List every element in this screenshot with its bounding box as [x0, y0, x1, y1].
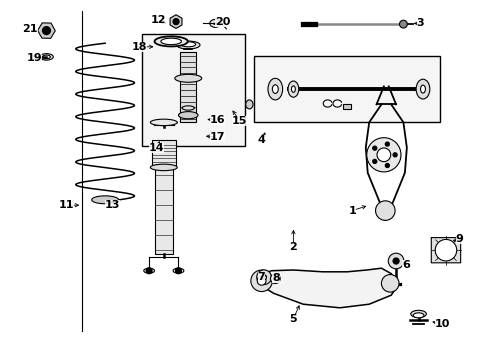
Text: 9: 9	[455, 234, 463, 244]
Text: 3: 3	[416, 18, 424, 28]
Circle shape	[385, 163, 388, 167]
Text: 21: 21	[22, 24, 38, 34]
Bar	[180, 52, 196, 122]
Bar	[254, 56, 439, 122]
Bar	[343, 104, 350, 109]
Ellipse shape	[42, 55, 50, 59]
Circle shape	[273, 277, 277, 280]
Text: 16: 16	[209, 114, 225, 125]
Ellipse shape	[291, 86, 295, 92]
Text: 19: 19	[26, 53, 42, 63]
Text: 1: 1	[347, 206, 355, 216]
Ellipse shape	[182, 106, 194, 110]
Ellipse shape	[176, 41, 200, 49]
Text: 2: 2	[289, 242, 297, 252]
Circle shape	[376, 148, 390, 162]
Text: 13: 13	[104, 200, 120, 210]
Text: 18: 18	[131, 42, 147, 52]
Ellipse shape	[175, 75, 202, 82]
Bar	[155, 166, 172, 254]
Circle shape	[387, 253, 403, 269]
Circle shape	[42, 27, 50, 35]
Circle shape	[372, 146, 376, 150]
Text: 12: 12	[151, 15, 166, 25]
Ellipse shape	[181, 42, 195, 47]
Ellipse shape	[143, 268, 154, 273]
Circle shape	[375, 201, 394, 220]
Ellipse shape	[410, 310, 426, 318]
Ellipse shape	[154, 36, 187, 46]
Polygon shape	[254, 268, 398, 308]
Text: 15: 15	[231, 116, 247, 126]
Text: 7: 7	[257, 272, 265, 282]
Bar	[142, 34, 244, 146]
Circle shape	[175, 268, 181, 274]
Circle shape	[392, 258, 398, 264]
FancyBboxPatch shape	[430, 238, 460, 263]
Circle shape	[173, 19, 179, 24]
Ellipse shape	[40, 54, 53, 60]
Circle shape	[381, 275, 398, 292]
Text: 10: 10	[434, 319, 449, 329]
Ellipse shape	[287, 81, 298, 97]
Ellipse shape	[178, 112, 198, 119]
Ellipse shape	[209, 19, 220, 27]
Ellipse shape	[272, 85, 278, 93]
Circle shape	[392, 153, 396, 157]
Ellipse shape	[173, 268, 183, 273]
Circle shape	[146, 268, 152, 274]
Circle shape	[366, 138, 400, 172]
Text: 4: 4	[257, 135, 265, 145]
Circle shape	[372, 159, 376, 163]
Ellipse shape	[150, 164, 177, 171]
Text: 6: 6	[401, 260, 409, 270]
Text: 11: 11	[58, 200, 74, 210]
Ellipse shape	[150, 119, 177, 126]
Bar	[152, 140, 175, 167]
Circle shape	[261, 275, 266, 280]
Circle shape	[257, 276, 265, 285]
Ellipse shape	[161, 38, 181, 45]
Ellipse shape	[412, 313, 423, 318]
Text: 14: 14	[148, 143, 164, 153]
Text: 8: 8	[272, 273, 280, 283]
Circle shape	[250, 270, 272, 292]
Circle shape	[270, 274, 280, 284]
Text: 20: 20	[214, 17, 230, 27]
Circle shape	[385, 142, 388, 146]
Ellipse shape	[92, 196, 119, 204]
Text: 5: 5	[289, 314, 297, 324]
Ellipse shape	[267, 78, 282, 100]
Circle shape	[434, 239, 456, 261]
Circle shape	[399, 20, 407, 28]
Text: 17: 17	[209, 132, 225, 142]
Ellipse shape	[245, 100, 253, 109]
Ellipse shape	[420, 85, 425, 93]
Ellipse shape	[415, 79, 429, 99]
Circle shape	[256, 270, 271, 284]
